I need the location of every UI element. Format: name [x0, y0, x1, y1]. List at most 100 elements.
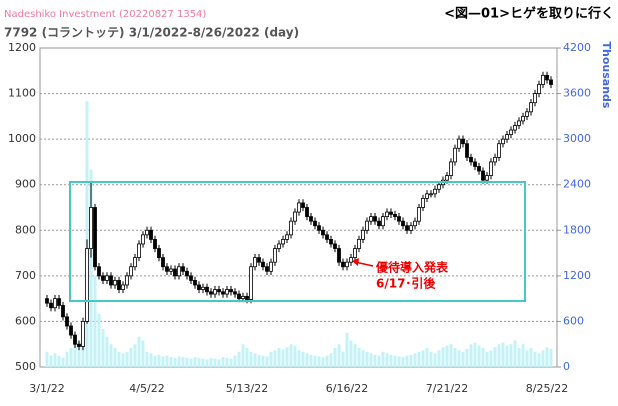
volume-bar — [509, 344, 513, 367]
candle-body — [273, 248, 277, 263]
candle-body — [433, 188, 437, 195]
volume-bar — [313, 355, 317, 367]
candle-body — [397, 216, 401, 222]
volume-bar — [249, 351, 253, 367]
volume-bar — [325, 355, 329, 367]
volume-bar — [549, 348, 553, 367]
volume-bar — [185, 357, 189, 367]
candle-body — [165, 266, 169, 272]
candle-body — [105, 275, 109, 281]
y2-tick-label: 1200 — [563, 269, 591, 282]
candle-body — [357, 238, 361, 249]
candle-body — [281, 238, 285, 245]
volume-bar — [57, 355, 61, 367]
y-tick-label: 1200 — [8, 41, 36, 54]
volume-bar — [129, 348, 133, 367]
volume-bar — [529, 348, 533, 367]
volume-bar — [429, 351, 433, 367]
volume-bar — [205, 359, 209, 367]
candle-body — [241, 295, 245, 300]
candle-body — [229, 289, 233, 293]
volume-bar — [361, 350, 365, 367]
volume-bar — [173, 357, 177, 367]
volume-bar — [105, 336, 109, 367]
volume-bar — [533, 351, 537, 367]
y2-tick-label: 2400 — [563, 178, 591, 191]
candle-body — [153, 238, 157, 249]
volume-bar — [73, 344, 77, 367]
candle-body — [525, 111, 529, 117]
candle-body — [237, 293, 241, 300]
volume-bar — [241, 344, 245, 367]
volume-bar — [317, 356, 321, 367]
y2-tick-label: 0 — [563, 360, 570, 373]
candle-body — [77, 343, 81, 347]
candle-body — [69, 325, 73, 336]
candle-body — [309, 216, 313, 222]
x-tick-label: 4/5/22 — [129, 382, 164, 395]
volume-bar — [381, 351, 385, 367]
volume-bar — [121, 353, 125, 367]
candle-body — [537, 84, 541, 94]
volume-bar — [197, 357, 201, 367]
volume-bar — [45, 351, 49, 367]
candle-body — [425, 193, 429, 199]
x-tick-label: 6/16/22 — [326, 382, 368, 395]
candle-body — [321, 229, 325, 236]
volume-bar — [113, 348, 117, 367]
candle-body — [385, 211, 389, 218]
volume-bar — [465, 348, 469, 367]
candle-body — [277, 243, 281, 249]
volume-bar — [153, 355, 157, 367]
candle-body — [257, 257, 261, 263]
volume-bar — [125, 351, 129, 367]
candle-body — [545, 74, 549, 81]
candle-body — [125, 275, 129, 286]
candle-body — [157, 248, 161, 259]
candle-body — [533, 93, 537, 104]
volume-bar — [453, 348, 457, 367]
candle-body — [65, 316, 69, 327]
candle-body — [445, 175, 449, 181]
volume-bar — [193, 357, 197, 367]
candle-body — [413, 220, 417, 227]
candle-body — [421, 197, 425, 208]
candle-body — [513, 125, 517, 131]
y2-axis-label: Thousands — [600, 42, 613, 109]
candle-body — [509, 129, 513, 135]
volume-bar — [333, 348, 337, 367]
candle-body — [101, 275, 105, 281]
candle-body — [249, 266, 253, 300]
volume-bar — [281, 349, 285, 367]
volume-bar — [137, 336, 141, 367]
volume-bar — [445, 345, 449, 367]
volume-bar — [521, 344, 525, 367]
y2-tick-label: 1800 — [563, 223, 591, 236]
volume-bar — [77, 340, 81, 367]
candle-body — [449, 161, 453, 177]
volume-bar — [433, 353, 437, 367]
volume-bar — [373, 354, 377, 367]
volume-bar — [413, 353, 417, 367]
candle-body — [345, 261, 349, 268]
candle-body — [353, 248, 357, 259]
y2-tick-label: 4200 — [563, 41, 591, 54]
candle-body — [245, 295, 249, 300]
x-tick-label: 3/1/22 — [29, 382, 64, 395]
candle-body — [137, 243, 141, 259]
volume-bar — [329, 353, 333, 367]
volume-bar — [425, 348, 429, 367]
candle-body — [289, 220, 293, 236]
volume-bar — [505, 345, 509, 367]
candle-body — [477, 166, 481, 172]
candle-body — [417, 207, 421, 222]
volume-bar — [201, 358, 205, 367]
candle-body — [541, 74, 545, 85]
candle-body — [409, 225, 413, 231]
chart-title: Nadeshiko Investment (20220827 1354) — [4, 9, 206, 20]
volume-bar — [141, 340, 145, 367]
candle-body — [133, 257, 137, 268]
volume-bar — [221, 357, 225, 367]
volume-bar — [309, 354, 313, 367]
volume-bar — [369, 353, 373, 367]
